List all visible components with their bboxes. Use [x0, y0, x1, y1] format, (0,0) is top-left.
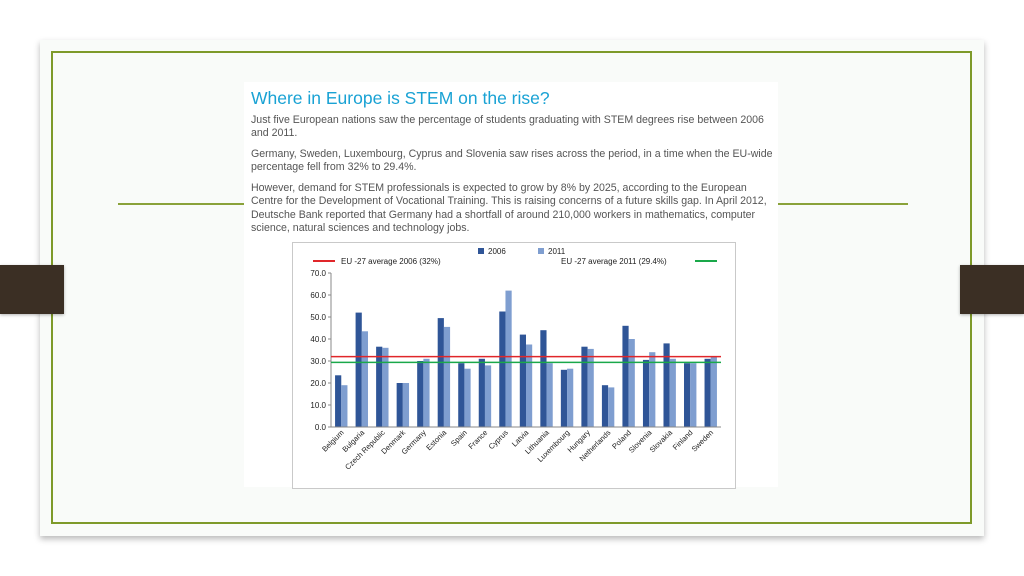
reference-lines: [331, 355, 721, 364]
bar-2006-denmark: [396, 383, 403, 427]
bar-2011-slovenia: [649, 352, 656, 427]
bar-2006-france: [478, 358, 485, 427]
bar-2011-finland: [690, 363, 697, 427]
slide-content: Where in Europe is STEM on the rise? Jus…: [244, 82, 778, 489]
bar-2011-spain: [464, 368, 471, 427]
decorative-line-left: [118, 203, 246, 205]
bar-2011-czech-republic: [382, 347, 389, 427]
bar-2006-estonia: [437, 318, 444, 427]
bar-2011-hungary: [587, 348, 594, 427]
bar-2006-czech-republic: [376, 346, 383, 427]
legend-swatch-2006: [478, 248, 484, 254]
bar-2006-spain: [458, 363, 465, 427]
bar-2011-cyprus: [505, 290, 512, 427]
bar-2006-slovakia: [663, 343, 670, 427]
bar-2006-lithuania: [540, 330, 547, 427]
decorative-tab-right: [960, 265, 1024, 314]
y-tick-label: 0.0: [315, 423, 327, 432]
bar-2011-latvia: [526, 344, 533, 427]
legend-label-2011: 2011: [548, 247, 566, 256]
bar-2006-germany: [417, 361, 424, 427]
y-tick-label: 10.0: [310, 401, 326, 410]
bar-2006-hungary: [581, 346, 588, 427]
bar-2011-denmark: [402, 383, 410, 427]
x-category-label: France: [466, 428, 489, 451]
bar-2006-luxembourg: [560, 369, 568, 427]
legend-swatch-2011: [538, 248, 544, 254]
bar-2011-belgium: [341, 385, 348, 427]
bar-2006-cyprus: [499, 311, 506, 427]
bar-2011-luxembourg: [567, 368, 574, 427]
y-tick-label: 60.0: [310, 291, 326, 300]
y-tick-label: 30.0: [310, 357, 326, 366]
chart-container: 0.0 10.0 20.0 30.0 40.0 50.0 60.0 70.0 Belgium B…: [292, 242, 736, 489]
slide-title: Where in Europe is STEM on the rise?: [251, 88, 550, 108]
decorative-line-right: [778, 203, 908, 205]
paragraph-demand: However, demand for STEM professionals i…: [251, 182, 767, 234]
bar-2006-sweden: [704, 358, 711, 427]
stem-bar-chart: 0.0 10.0 20.0 30.0 40.0 50.0 60.0 70.0 BelgiumB…: [310, 247, 721, 472]
y-tick-label: 40.0: [310, 335, 326, 344]
legend-label-avg-2011: EU -27 average 2011 (29.4%): [561, 257, 667, 266]
legend-label-2006: 2006: [488, 247, 506, 256]
bar-2006-poland: [622, 325, 629, 427]
bar-2006-latvia: [519, 334, 526, 427]
bar-2006-bulgaria: [355, 312, 362, 427]
bar-2011-slovakia: [669, 358, 676, 427]
x-category-label: Estonia: [424, 427, 449, 452]
bars: [335, 290, 717, 427]
paragraph-rises: Germany, Sweden, Luxembourg, Cyprus and …: [251, 148, 773, 174]
x-category-label: Slovakia: [648, 427, 675, 454]
bar-2011-sweden: [710, 356, 717, 427]
y-axis: 0.0 10.0 20.0 30.0 40.0 50.0 60.0 70.0: [310, 269, 332, 432]
x-category-label: Sweden: [690, 428, 716, 454]
bar-2006-belgium: [335, 375, 342, 427]
bar-2011-germany: [423, 358, 430, 427]
legend-label-avg-2006: EU -27 average 2006 (32%): [341, 257, 441, 266]
bar-2011-lithuania: [546, 363, 553, 427]
y-tick-label: 50.0: [310, 313, 326, 322]
y-tick-label: 70.0: [310, 269, 326, 278]
x-category-label: Cyprus: [487, 428, 510, 451]
paragraph-intro: Just five European nations saw the perce…: [251, 114, 764, 140]
bar-2011-france: [484, 365, 492, 427]
bar-2006-slovenia: [642, 359, 650, 427]
bar-2011-netherlands: [608, 387, 615, 427]
bar-2011-bulgaria: [361, 331, 368, 427]
legend: 2006 2011 EU -27 average 2006 (32%) EU -27 …: [313, 247, 717, 266]
decorative-tab-left: [0, 265, 64, 314]
bar-2011-estonia: [443, 326, 451, 427]
bar-2006-finland: [684, 363, 691, 427]
y-tick-label: 20.0: [310, 379, 326, 388]
bar-2011-poland: [628, 339, 635, 427]
bar-2006-netherlands: [601, 385, 609, 427]
